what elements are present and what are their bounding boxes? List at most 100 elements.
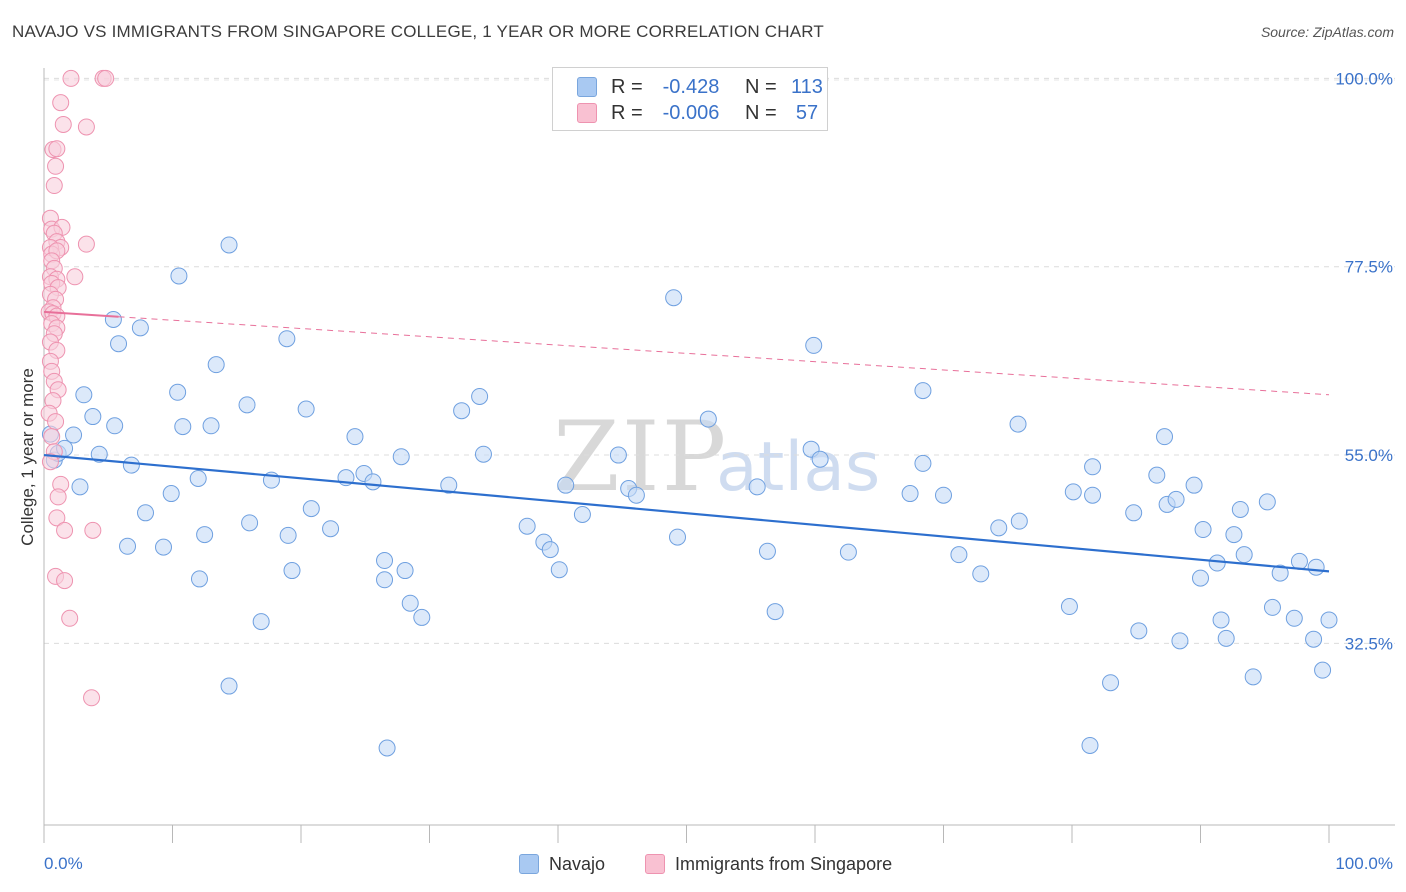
singapore-point bbox=[84, 521, 102, 539]
singapore-trend-line-solid bbox=[43, 310, 119, 318]
navajo-point bbox=[1244, 668, 1262, 686]
navajo-point bbox=[84, 408, 102, 426]
navajo-point bbox=[238, 396, 256, 414]
navajo-point bbox=[1208, 554, 1226, 572]
navajo-point bbox=[990, 519, 1008, 537]
navajo-point bbox=[1060, 598, 1078, 616]
navajo-point bbox=[170, 267, 188, 285]
navajo-point bbox=[839, 543, 857, 561]
navajo-point bbox=[550, 561, 568, 579]
navajo-point bbox=[392, 448, 410, 466]
x-tick-label: 0.0% bbox=[44, 854, 83, 873]
navajo-point bbox=[1258, 493, 1276, 511]
bottom-legend-navajo: Navajo bbox=[519, 852, 605, 876]
navajo-point bbox=[346, 428, 364, 446]
navajo-point bbox=[90, 445, 108, 463]
y-tick-label: 77.5% bbox=[1345, 258, 1393, 277]
navajo-point bbox=[1009, 415, 1027, 433]
r-value: -0.006 bbox=[662, 101, 720, 124]
navajo-point bbox=[278, 330, 296, 348]
singapore-point bbox=[61, 609, 79, 627]
source-label: Source: ZipAtlas.com bbox=[1260, 24, 1394, 40]
navajo-point bbox=[1125, 504, 1143, 522]
navajo-point bbox=[1010, 512, 1028, 530]
navajo-point bbox=[297, 400, 315, 418]
navajo-point bbox=[1194, 521, 1212, 539]
navajo-point bbox=[241, 514, 259, 532]
navajo-point bbox=[1320, 611, 1338, 629]
navajo-point bbox=[71, 478, 89, 496]
singapore-point bbox=[45, 177, 63, 195]
navajo-point bbox=[1130, 622, 1148, 640]
navajo-point bbox=[196, 526, 214, 544]
navajo-point bbox=[75, 386, 93, 404]
navajo-point bbox=[106, 417, 124, 435]
singapore-legend-label: Immigrants from Singapore bbox=[675, 853, 893, 874]
navajo-point bbox=[1192, 569, 1209, 587]
navajo-point bbox=[302, 500, 320, 518]
navajo-point bbox=[699, 410, 717, 428]
navajo-point bbox=[322, 520, 340, 538]
navajo-point bbox=[1171, 632, 1189, 650]
navajo-point bbox=[805, 336, 823, 354]
navajo-point bbox=[557, 476, 575, 494]
navajo-point bbox=[1148, 466, 1166, 484]
singapore-point bbox=[52, 94, 70, 112]
navajo-point bbox=[935, 486, 952, 504]
watermark-atlas: atlas bbox=[716, 428, 880, 507]
navajo-point bbox=[119, 537, 137, 555]
navajo-point bbox=[104, 310, 122, 328]
navajo-point bbox=[174, 418, 192, 436]
navajo-point bbox=[901, 485, 919, 503]
navajo-point bbox=[401, 594, 419, 612]
navajo-point bbox=[1064, 483, 1082, 501]
navajo-point bbox=[669, 528, 687, 546]
navajo-point bbox=[609, 446, 627, 464]
navajo-point bbox=[283, 562, 301, 580]
navajo-point bbox=[207, 356, 225, 374]
navajo-point bbox=[950, 546, 968, 564]
n-label: N = bbox=[745, 101, 777, 124]
navajo-point bbox=[1081, 736, 1099, 754]
singapore-point bbox=[56, 521, 74, 539]
navajo-point bbox=[1231, 500, 1249, 518]
navajo-point bbox=[1235, 546, 1253, 564]
singapore-point bbox=[47, 157, 65, 175]
navajo-point bbox=[396, 562, 414, 580]
navajo-point bbox=[162, 485, 180, 503]
navajo-point bbox=[1084, 458, 1102, 476]
navajo-point bbox=[541, 541, 559, 559]
singapore-point bbox=[54, 115, 72, 133]
navajo-point bbox=[1263, 598, 1281, 616]
navajo-point bbox=[1185, 476, 1203, 494]
stats-legend-row-singapore: R = -0.006 N = 57 bbox=[577, 101, 827, 125]
singapore-point bbox=[48, 140, 66, 158]
singapore-point bbox=[43, 428, 61, 446]
navajo-point bbox=[189, 469, 207, 487]
x-tick-label: 100.0% bbox=[1335, 854, 1393, 873]
navajo-point bbox=[413, 608, 431, 626]
navajo-point bbox=[122, 456, 140, 474]
navajo-point bbox=[378, 739, 396, 757]
navajo-point bbox=[1314, 661, 1332, 679]
singapore-point bbox=[97, 69, 115, 87]
navajo-point bbox=[376, 571, 394, 589]
singapore-points bbox=[40, 69, 115, 707]
singapore-point bbox=[41, 453, 59, 471]
navajo-point bbox=[471, 387, 489, 405]
r-value: -0.428 bbox=[662, 75, 720, 98]
navajo-point bbox=[220, 236, 238, 254]
navajo-point bbox=[1156, 428, 1174, 446]
navajo-legend-swatch-icon bbox=[519, 854, 539, 874]
navajo-point bbox=[914, 454, 932, 472]
singapore-trend-line-dashed bbox=[118, 316, 1330, 396]
navajo-point bbox=[474, 445, 492, 463]
chart-title: NAVAJO VS IMMIGRANTS FROM SINGAPORE COLL… bbox=[12, 22, 825, 41]
singapore-point bbox=[49, 488, 67, 506]
navajo-point bbox=[376, 552, 394, 570]
navajo-point bbox=[190, 570, 208, 588]
navajo-point bbox=[758, 542, 776, 560]
navajo-point bbox=[1285, 609, 1303, 627]
singapore-point bbox=[56, 572, 74, 590]
navajo-point bbox=[1271, 564, 1289, 582]
